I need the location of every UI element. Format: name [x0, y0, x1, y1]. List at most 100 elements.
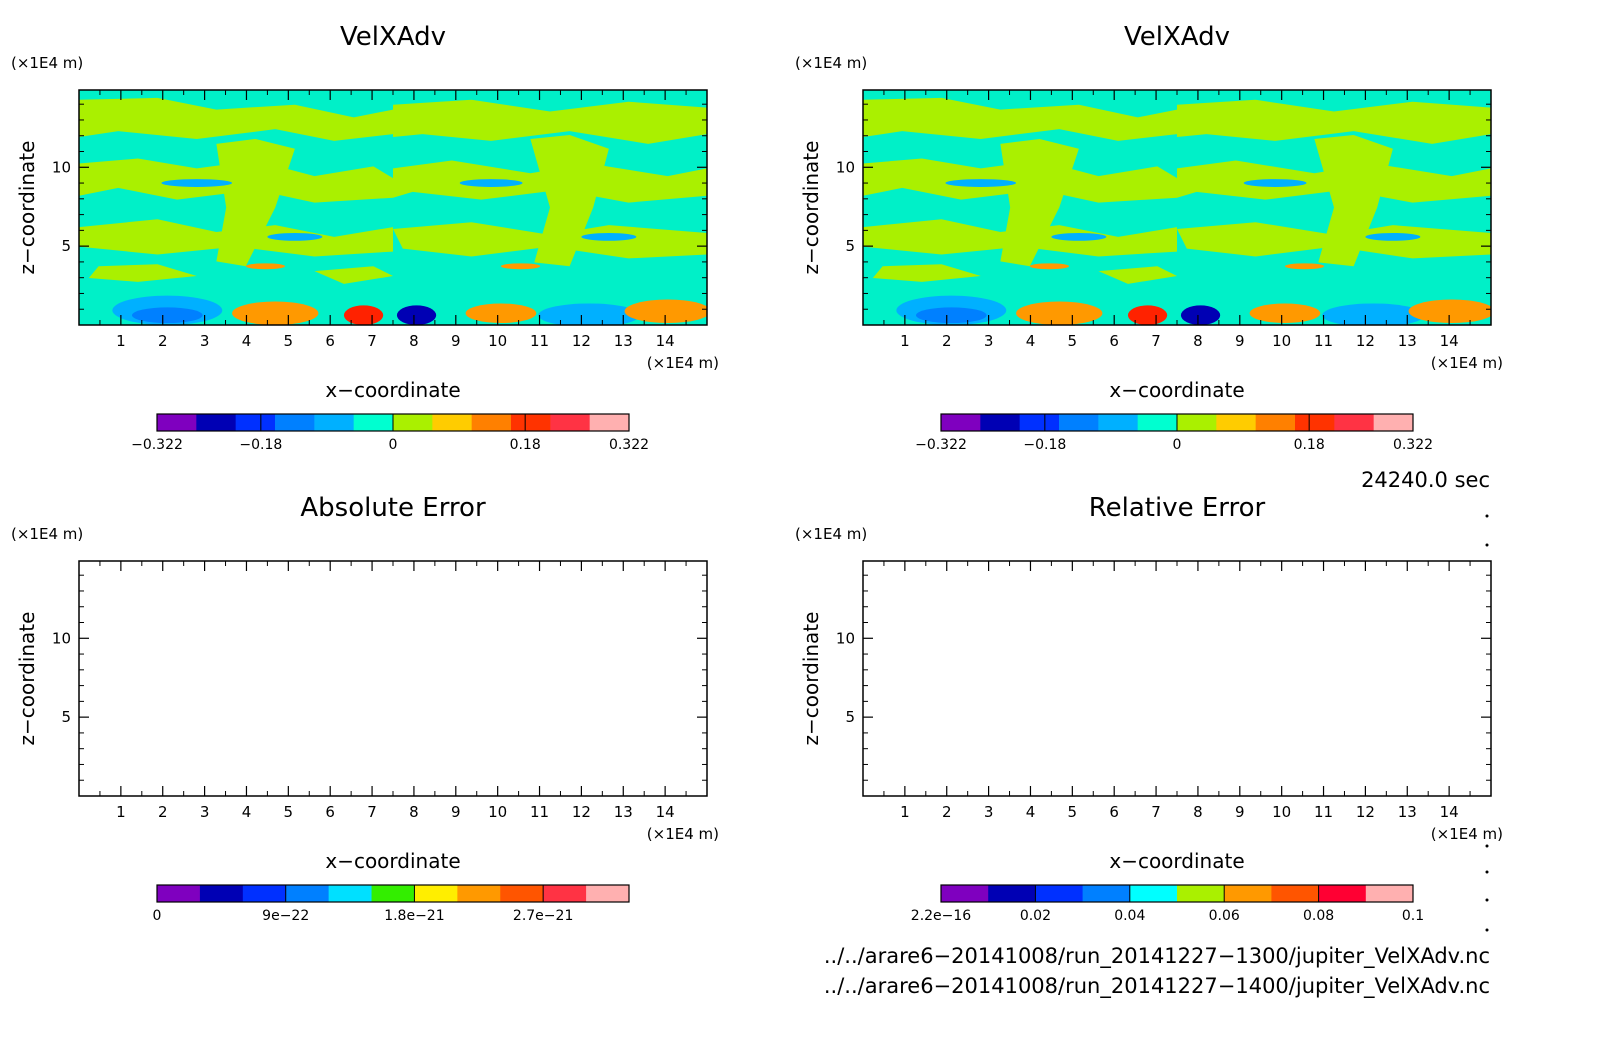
- colorbar-swatch: [353, 414, 394, 431]
- file-path-2: ../../arare6−20141008/run_20141227−1400/…: [824, 974, 1490, 999]
- colorbar-swatch: [1216, 414, 1257, 431]
- colorbar-swatch: [1365, 885, 1414, 902]
- x-tick-label: 9: [1235, 332, 1245, 350]
- x-tick-label: 12: [572, 803, 591, 821]
- plot-frame: [78, 560, 708, 797]
- x-tick-label: 14: [1440, 332, 1459, 350]
- x-tick-label: 13: [1398, 803, 1417, 821]
- x-tick-label: 4: [242, 332, 252, 350]
- colorbar-swatch: [1177, 885, 1225, 902]
- colorbar-label: −0.322: [915, 437, 967, 453]
- y-axis-label: z−coordinate: [15, 141, 39, 275]
- x-tick-label: 8: [1193, 803, 1203, 821]
- colorbar-swatch: [1295, 414, 1335, 431]
- colorbar-swatch: [1129, 885, 1178, 902]
- colorbar-swatch: [586, 885, 630, 902]
- x-tick-label: 2: [942, 803, 952, 821]
- plot-frame: [862, 560, 1492, 797]
- colorbar-label: −0.18: [239, 437, 282, 453]
- x-tick-label: 11: [530, 332, 549, 350]
- x-tick-label: 2: [942, 332, 952, 350]
- colorbar-swatch: [393, 414, 433, 431]
- x-tick-label: 6: [325, 803, 335, 821]
- x-tick-label: 4: [242, 803, 252, 821]
- colorbar-swatch: [500, 885, 544, 902]
- x-tick-label: 3: [984, 332, 994, 350]
- x-tick-label: 2: [158, 332, 168, 350]
- y-axis-label: z−coordinate: [799, 141, 823, 275]
- y-tick-label: 10: [52, 158, 71, 176]
- colorbar-label: 0: [153, 908, 162, 924]
- contour-field: [79, 90, 707, 325]
- y-unit-label: (×1E4 m): [11, 54, 83, 72]
- x-unit-label: (×1E4 m): [647, 825, 719, 843]
- colorbar-swatch: [157, 885, 201, 902]
- x-unit-label: (×1E4 m): [1431, 354, 1503, 372]
- panel-absolute-error: Absolute Error(×1E4 m)1 2 3 4 5 6 7 8 9 10 11 12 13 1…: [11, 493, 719, 924]
- panel-velxadv-left: VelXAdv(×1E4 m)1 2 3 4 5 6 7 8 9 10 11 12 13 14510(×1…: [11, 22, 719, 453]
- y-tick-label: 5: [845, 708, 855, 726]
- colorbar-swatch: [199, 885, 244, 902]
- colorbar-swatch: [1373, 414, 1414, 431]
- contour-field: [863, 90, 1491, 325]
- colorbar-label: 2.7e−21: [513, 908, 573, 924]
- colorbar-swatch: [988, 885, 1036, 902]
- x-tick-label: 9: [1235, 803, 1245, 821]
- colorbar-label: 0.04: [1114, 908, 1145, 924]
- colorbar-swatch: [1035, 885, 1084, 902]
- colorbar-swatch: [371, 885, 415, 902]
- x-tick-label: 14: [1440, 803, 1459, 821]
- x-tick-label: 11: [1314, 803, 1333, 821]
- x-tick-label: 11: [1314, 332, 1333, 350]
- colorbar-swatch: [543, 885, 587, 902]
- x-tick-label: 3: [200, 332, 210, 350]
- colorbar-label: 0: [389, 437, 398, 453]
- x-tick-label: 13: [614, 332, 633, 350]
- x-tick-label: 1: [900, 803, 910, 821]
- colorbar-label: 0.1: [1402, 908, 1424, 924]
- time-label: 24240.0 sec: [1361, 468, 1490, 492]
- colorbar-swatch: [432, 414, 473, 431]
- colorbar-swatch: [1082, 885, 1131, 902]
- colorbar-swatch: [328, 885, 373, 902]
- colorbar-label: 2.2e−16: [911, 908, 972, 924]
- y-axis-label: z−coordinate: [799, 612, 823, 746]
- colorbar-label: 0.322: [609, 437, 649, 453]
- x-tick-label: 5: [284, 803, 294, 821]
- x-tick-label: 13: [1398, 332, 1417, 350]
- y-unit-label: (×1E4 m): [795, 54, 867, 72]
- x-tick-label: 6: [1109, 332, 1119, 350]
- y-unit-label: (×1E4 m): [11, 525, 83, 543]
- y-tick-label: 10: [836, 629, 855, 647]
- colorbar-swatch: [457, 885, 501, 902]
- x-axis-label: x−coordinate: [1109, 378, 1244, 402]
- y-tick-label: 5: [61, 237, 71, 255]
- x-axis-label: x−coordinate: [325, 849, 460, 873]
- x-unit-label: (×1E4 m): [647, 354, 719, 372]
- colorbar-swatch: [235, 414, 276, 431]
- x-tick-label: 12: [1356, 803, 1375, 821]
- x-tick-label: 7: [1151, 332, 1161, 350]
- colorbar-swatch: [314, 414, 355, 431]
- x-tick-label: 8: [1193, 332, 1203, 350]
- colorbar-label: 0.08: [1303, 908, 1334, 924]
- x-tick-label: 10: [1272, 332, 1291, 350]
- x-tick-label: 11: [530, 803, 549, 821]
- y-tick-label: 5: [845, 237, 855, 255]
- colorbar-swatch: [589, 414, 630, 431]
- colorbar-swatch: [941, 414, 981, 431]
- panel-relative-error: Relative Error(×1E4 m)1 2 3 4 5 6 7 8 9 10 11 12 13 1…: [795, 493, 1503, 924]
- x-tick-label: 13: [614, 803, 633, 821]
- file-path-1: ../../arare6−20141008/run_20141227−1300/…: [824, 944, 1490, 969]
- y-tick-label: 10: [52, 629, 71, 647]
- colorbar-label: 0.06: [1209, 908, 1240, 924]
- x-tick-label: 10: [1272, 803, 1291, 821]
- x-tick-label: 2: [158, 803, 168, 821]
- colorbar-swatch: [1255, 414, 1296, 431]
- x-tick-label: 9: [451, 803, 461, 821]
- colorbar-label: 0.322: [1393, 437, 1433, 453]
- x-tick-label: 5: [284, 332, 294, 350]
- colorbar-swatch: [275, 414, 315, 431]
- colorbar-swatch: [1318, 885, 1367, 902]
- x-tick-label: 14: [656, 332, 675, 350]
